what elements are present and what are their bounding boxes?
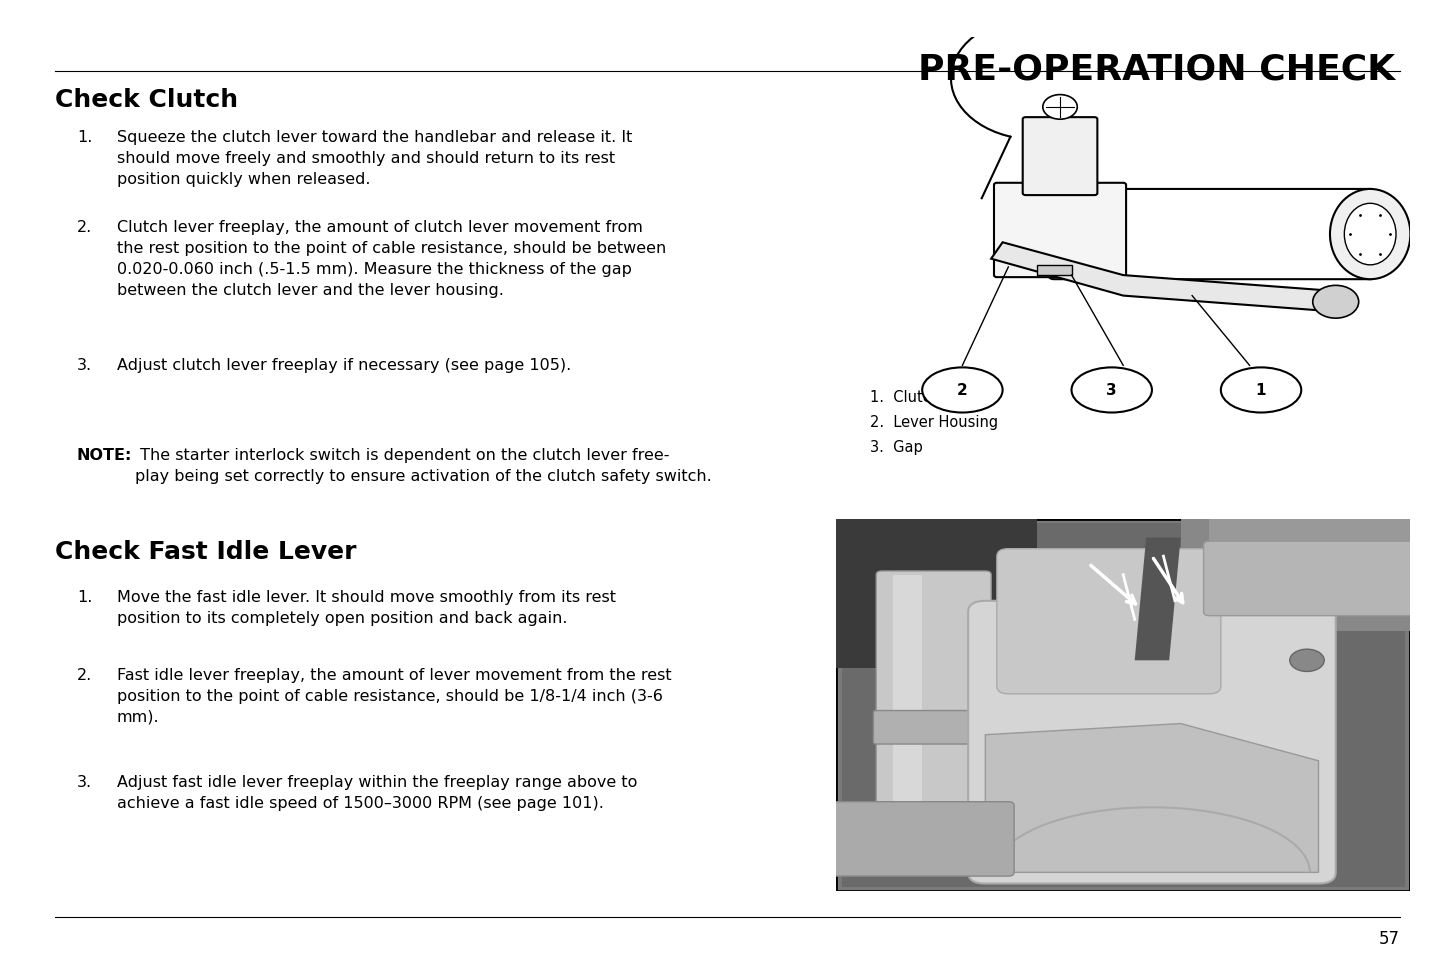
Ellipse shape: [1221, 368, 1301, 413]
Text: 1: 1: [1256, 383, 1266, 398]
Bar: [1210, 519, 1410, 613]
Text: Check Fast Idle Lever: Check Fast Idle Lever: [55, 539, 356, 563]
FancyBboxPatch shape: [874, 711, 995, 744]
FancyBboxPatch shape: [1204, 541, 1416, 616]
Text: 2.  Lever Housing: 2. Lever Housing: [869, 415, 997, 430]
Text: 3.: 3.: [77, 774, 92, 789]
Text: 1.: 1.: [77, 130, 93, 145]
Text: Clutch lever freeplay, the amount of clutch lever movement from
the rest positio: Clutch lever freeplay, the amount of clu…: [116, 220, 666, 297]
Text: 3: 3: [1106, 383, 1117, 398]
FancyBboxPatch shape: [997, 549, 1221, 694]
Text: Check Clutch: Check Clutch: [55, 88, 238, 112]
FancyBboxPatch shape: [1048, 190, 1375, 280]
Bar: [1181, 519, 1410, 631]
FancyBboxPatch shape: [968, 601, 1336, 883]
Text: Adjust clutch lever freeplay if necessary (see page 105).: Adjust clutch lever freeplay if necessar…: [116, 357, 571, 373]
Text: PRE-OPERATION CHECK: PRE-OPERATION CHECK: [917, 52, 1394, 86]
Circle shape: [1043, 95, 1077, 120]
FancyBboxPatch shape: [830, 801, 1013, 876]
Ellipse shape: [1072, 368, 1152, 413]
Text: 1.  Clutch Lever: 1. Clutch Lever: [869, 390, 986, 405]
Text: Squeeze the clutch lever toward the handlebar and release it. It
should move fre: Squeeze the clutch lever toward the hand…: [116, 130, 632, 187]
Text: 57: 57: [1378, 929, 1400, 947]
Text: 3.  Gap: 3. Gap: [869, 439, 923, 455]
Circle shape: [1290, 650, 1325, 672]
Text: 3.: 3.: [77, 357, 92, 373]
Text: NOTE:: NOTE:: [77, 448, 132, 462]
FancyBboxPatch shape: [877, 572, 992, 821]
Bar: [836, 519, 1037, 668]
Ellipse shape: [1330, 190, 1410, 280]
Polygon shape: [986, 724, 1319, 873]
Ellipse shape: [922, 368, 1003, 413]
Polygon shape: [1134, 537, 1181, 660]
Circle shape: [1313, 286, 1358, 319]
FancyBboxPatch shape: [995, 184, 1125, 278]
Text: 2.: 2.: [77, 667, 92, 682]
Polygon shape: [992, 243, 1342, 313]
Text: 2.: 2.: [77, 220, 92, 234]
Ellipse shape: [1345, 204, 1396, 266]
Text: 1.: 1.: [77, 589, 93, 604]
FancyBboxPatch shape: [1022, 118, 1098, 196]
Text: The starter interlock switch is dependent on the clutch lever free-
play being s: The starter interlock switch is dependen…: [135, 448, 712, 483]
Text: Move the fast idle lever. It should move smoothly from its rest
position to its : Move the fast idle lever. It should move…: [116, 589, 616, 625]
Bar: [893, 576, 922, 817]
Text: Adjust fast idle lever freeplay within the freeplay range above to
achieve a fas: Adjust fast idle lever freeplay within t…: [116, 774, 637, 810]
Bar: [1037, 266, 1072, 275]
Text: 2: 2: [957, 383, 968, 398]
Text: Fast idle lever freeplay, the amount of lever movement from the rest
position to: Fast idle lever freeplay, the amount of …: [116, 667, 672, 724]
